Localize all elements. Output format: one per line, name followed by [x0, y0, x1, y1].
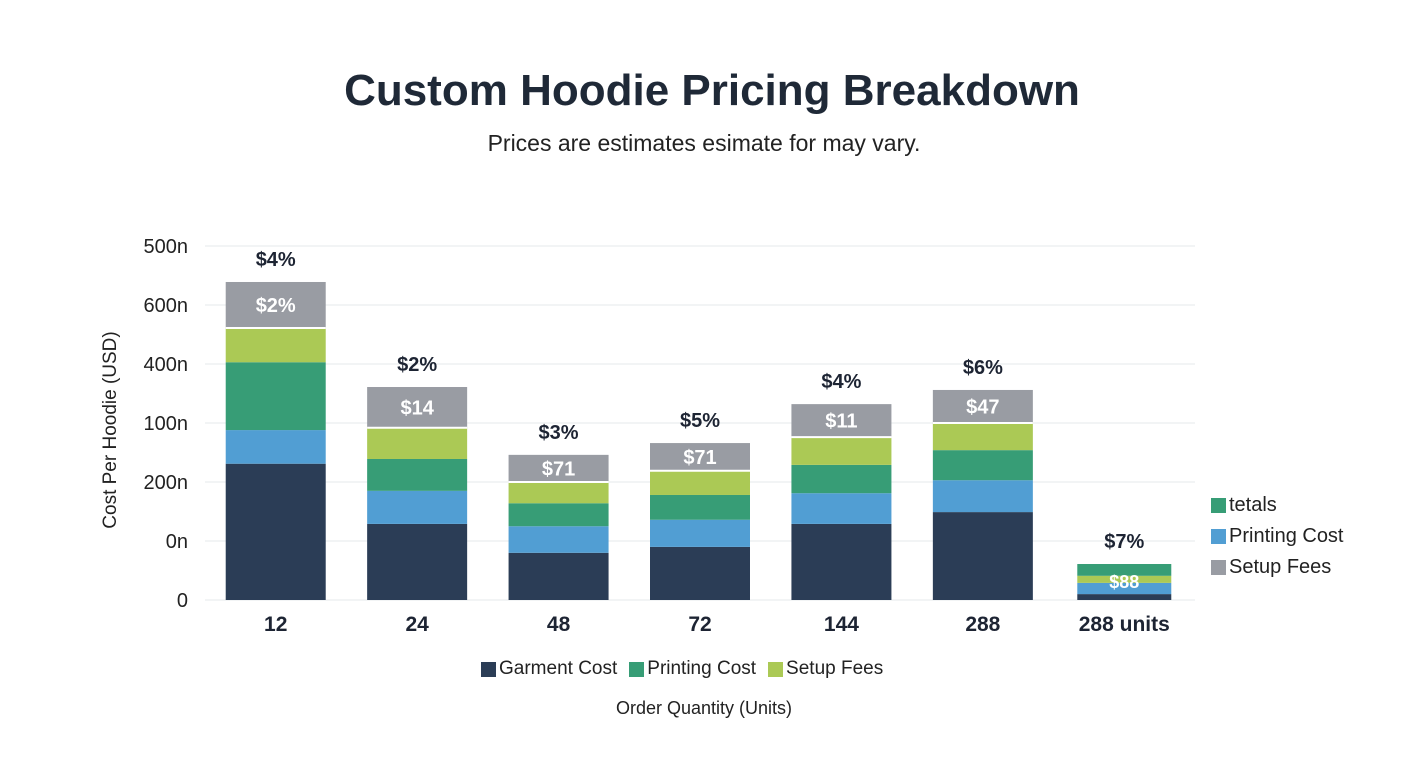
bottom-legend: Garment Cost Printing Cost Setup Fees — [481, 658, 883, 680]
bar-segment-setup — [367, 427, 468, 459]
bar-total-label: $4% — [821, 371, 861, 393]
bar-segment-printing — [225, 430, 326, 464]
bar-segment-label: $71 — [542, 458, 575, 480]
legend-item-printing: Printing Cost — [1211, 525, 1344, 548]
bar-segment-setup — [1077, 575, 1172, 583]
y-tick-label: 400n — [144, 354, 189, 376]
y-tick-label: 200n — [144, 472, 189, 494]
bar-segment-gray — [650, 443, 750, 471]
x-tick-label: 144 — [824, 613, 859, 636]
legend-item-setup: Setup Fees — [1211, 556, 1331, 579]
legend-label: Printing Cost — [1229, 525, 1344, 547]
legend-item-garment: Garment Cost — [481, 658, 617, 680]
bar-segment-gray — [367, 387, 468, 428]
right-legend: tetals Printing Cost Setup Fees — [1211, 494, 1344, 579]
bar-total-label: $4% — [256, 249, 296, 271]
x-tick-label: 48 — [547, 613, 571, 636]
y-tick-label: 0 — [177, 590, 188, 612]
bar-total-label: $6% — [963, 357, 1003, 379]
bar-segment-green — [1077, 564, 1172, 576]
bar-segment-setup — [791, 437, 892, 465]
legend-label: tetals — [1229, 494, 1277, 516]
bar-segment-gray — [508, 454, 609, 482]
legend-swatch — [1211, 560, 1226, 575]
y-tick-label: 0n — [166, 531, 188, 553]
bar-segment-setup — [650, 470, 750, 495]
x-tick-label: 72 — [688, 613, 711, 636]
bar-segment-label: $14 — [400, 397, 434, 419]
legend-swatch — [1211, 529, 1226, 544]
bar-segment-garment — [932, 512, 1033, 600]
bar-segment-green — [791, 464, 892, 494]
x-axis-label: Order Quantity (Units) — [615, 698, 793, 718]
bar-segment-label: $2% — [256, 295, 296, 317]
legend-label: Printing Cost — [647, 658, 757, 679]
bar-segment-garment — [508, 552, 609, 600]
y-tick-label: 600n — [144, 295, 189, 317]
legend-swatch — [481, 661, 496, 677]
y-tick-label: 100n — [144, 413, 189, 435]
legend-swatch — [629, 661, 645, 677]
bar-total-label: $3% — [539, 422, 579, 444]
bar-segment-printing — [791, 493, 892, 524]
legend-label: Setup Fees — [786, 658, 884, 679]
x-tick-label: 24 — [405, 613, 429, 636]
bar-segment-gray — [225, 281, 326, 329]
bar-segment-gray — [791, 404, 892, 438]
y-axis-label: Cost Per Hoodie (USD) — [100, 331, 121, 528]
bar-segment-green — [225, 362, 326, 431]
bar-segment-printing — [1077, 582, 1172, 595]
legend-label: Setup Fees — [1229, 556, 1332, 578]
bar-segment-label: $71 — [683, 447, 716, 469]
x-tick-label: 12 — [264, 613, 287, 636]
legend-swatch — [768, 661, 784, 677]
bar-segment-garment — [367, 523, 468, 600]
bar-segment-green — [650, 494, 750, 520]
bar-segment-printing — [367, 490, 468, 524]
chart-title: Custom Hoodie Pricing Breakdown — [344, 66, 1080, 115]
bar-segment-printing — [932, 480, 1033, 513]
bar-segment-label: $88 — [1109, 572, 1139, 592]
bar-segment-setup — [932, 423, 1033, 451]
x-tick-label: 288 units — [1079, 613, 1170, 636]
bar-segment-green — [508, 503, 609, 527]
bar-segment-label: $47 — [966, 396, 999, 418]
bar-total-label: $2% — [397, 354, 437, 376]
bar-segment-printing — [508, 526, 609, 553]
bar-segment-gray — [932, 389, 1033, 423]
bar-segment-green — [367, 458, 468, 491]
legend-item-printing: Printing Cost — [629, 658, 756, 680]
bar-segment-label: $11 — [825, 411, 857, 433]
legend-item-setup: Setup Fees — [768, 658, 883, 680]
bar-segment-setup — [225, 328, 326, 363]
bar-segment-setup — [508, 482, 609, 504]
bar-total-label: $7% — [1104, 531, 1144, 553]
chart-subtitle: Prices are estimates esimate for may var… — [487, 130, 921, 156]
bar-segment-garment — [650, 546, 750, 600]
bar-total-label: $5% — [680, 410, 720, 432]
x-tick-label: 288 — [965, 613, 1000, 636]
bar-segment-garment — [225, 463, 326, 600]
bar-segment-garment — [1077, 594, 1172, 600]
legend-label: Garment Cost — [499, 658, 618, 679]
bar-segment-garment — [791, 523, 892, 600]
bar-segment-green — [932, 450, 1033, 481]
legend-item-tetals: tetals — [1211, 494, 1277, 517]
y-tick-label: 500n — [144, 236, 189, 258]
bar-segment-printing — [650, 519, 750, 547]
legend-swatch — [1211, 498, 1226, 513]
